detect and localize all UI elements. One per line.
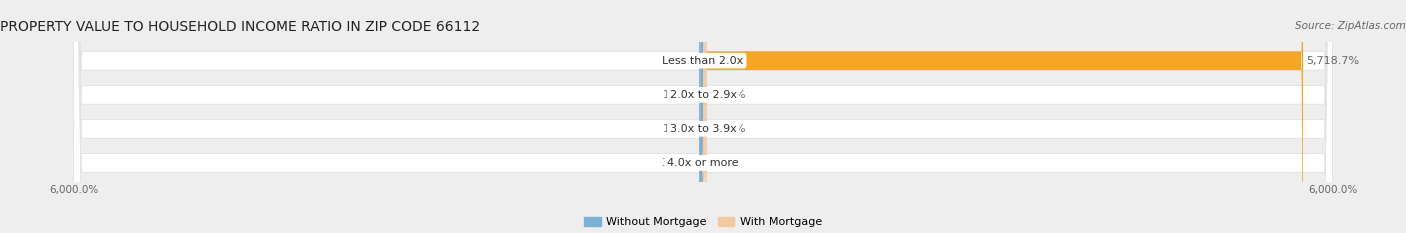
FancyBboxPatch shape	[73, 0, 1333, 233]
Text: PROPERTY VALUE TO HOUSEHOLD INCOME RATIO IN ZIP CODE 66112: PROPERTY VALUE TO HOUSEHOLD INCOME RATIO…	[0, 20, 479, 34]
Text: Less than 2.0x: Less than 2.0x	[662, 56, 744, 66]
FancyBboxPatch shape	[703, 0, 707, 233]
FancyBboxPatch shape	[703, 0, 1303, 233]
Text: 34.4%: 34.4%	[710, 90, 745, 100]
FancyBboxPatch shape	[700, 0, 703, 233]
FancyBboxPatch shape	[702, 0, 704, 233]
Text: 4.0x or more: 4.0x or more	[668, 158, 738, 168]
Text: Source: ZipAtlas.com: Source: ZipAtlas.com	[1295, 21, 1406, 31]
Text: 35.8%: 35.8%	[661, 56, 696, 66]
Text: 2.0x to 2.9x: 2.0x to 2.9x	[669, 90, 737, 100]
FancyBboxPatch shape	[699, 0, 703, 233]
FancyBboxPatch shape	[703, 0, 707, 233]
FancyBboxPatch shape	[702, 0, 703, 233]
Text: 34.9%: 34.9%	[710, 124, 745, 134]
FancyBboxPatch shape	[73, 0, 1333, 233]
FancyBboxPatch shape	[702, 0, 704, 233]
FancyBboxPatch shape	[73, 0, 1333, 233]
FancyBboxPatch shape	[73, 0, 1333, 233]
Text: 5,718.7%: 5,718.7%	[1306, 56, 1360, 66]
Text: 10.6%: 10.6%	[707, 158, 742, 168]
Text: 3.0x to 3.9x: 3.0x to 3.9x	[669, 124, 737, 134]
Text: 32.1%: 32.1%	[661, 158, 696, 168]
Text: 19.1%: 19.1%	[662, 90, 697, 100]
Text: 13.0%: 13.0%	[664, 124, 699, 134]
Legend: Without Mortgage, With Mortgage: Without Mortgage, With Mortgage	[579, 212, 827, 232]
